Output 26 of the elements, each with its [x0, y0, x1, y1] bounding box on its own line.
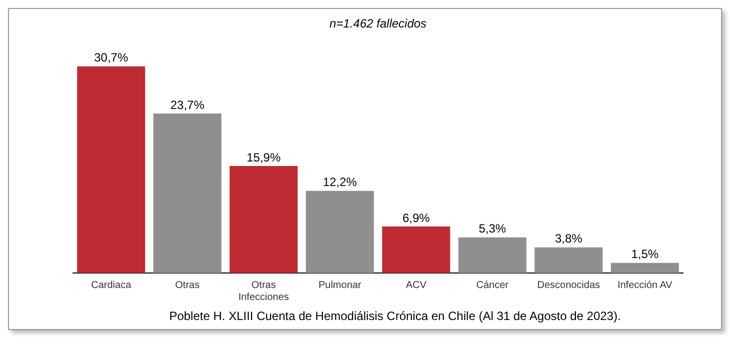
bar — [610, 262, 679, 273]
bar — [306, 190, 374, 273]
bar — [77, 66, 146, 273]
bar — [153, 113, 222, 273]
bar — [458, 237, 526, 273]
x-tick-label: Pulmonar — [318, 280, 362, 291]
x-tick-label: Otras — [175, 280, 200, 291]
data-label: 5,3% — [478, 222, 506, 236]
data-label: 1,5% — [631, 247, 659, 262]
bar — [230, 166, 298, 273]
data-label: 15,9% — [246, 150, 281, 164]
x-tick-label: Cardiaca — [91, 280, 132, 291]
x-tick-label: Infección AV — [617, 280, 673, 291]
data-label: 6,9% — [402, 210, 430, 225]
data-label: 12,2% — [322, 175, 358, 190]
data-label: 3,8% — [554, 232, 583, 246]
x-tick-label: ACV — [406, 280, 427, 291]
data-label: 30,7% — [94, 50, 128, 65]
text: Poblete H. XLIII Cuenta de Hemodiálisis Crónica en Chile (Al 31 de Agosto de 2023). — [168, 309, 622, 323]
data-label: 23,7% — [170, 98, 205, 112]
x-tick-label: Cáncer — [476, 280, 510, 291]
chart-title: n=1.462 fallecidos — [329, 16, 427, 31]
x-tick-label: Otras Infecciones — [238, 280, 289, 303]
bar — [534, 247, 603, 273]
x-tick-label: Desconocidas — [537, 280, 600, 291]
bar — [382, 226, 450, 273]
